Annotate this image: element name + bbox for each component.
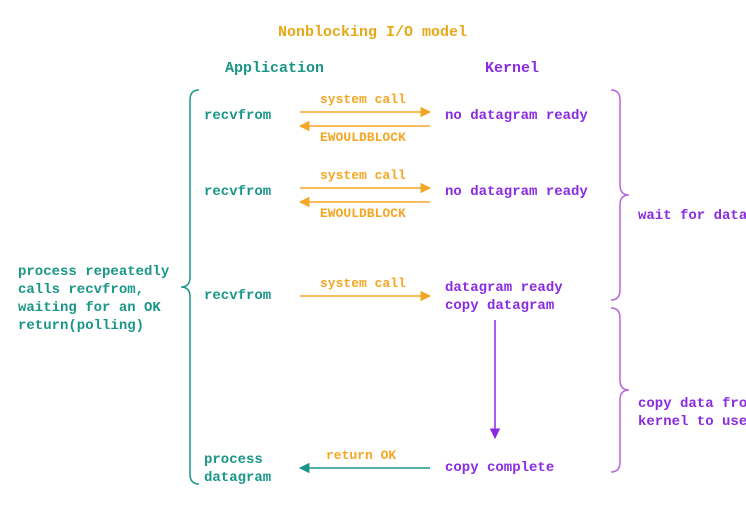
r3-copy-datagram: copy datagram bbox=[445, 298, 554, 314]
diagram-title: Nonblocking I/O model bbox=[278, 24, 467, 41]
right-note-copy-l2: kernel to user bbox=[638, 414, 746, 430]
header-application: Application bbox=[225, 60, 324, 77]
r3-datagram-ready: datagram ready bbox=[445, 280, 563, 296]
r4-label-returnok: return OK bbox=[326, 448, 396, 463]
r1-recvfrom: recvfrom bbox=[204, 108, 271, 124]
left-note-l2: calls recvfrom, bbox=[18, 282, 144, 298]
r2-label-syscall: system call bbox=[320, 168, 406, 183]
r4-datagram: datagram bbox=[204, 470, 271, 486]
r3-recvfrom: recvfrom bbox=[204, 288, 271, 304]
r2-recvfrom: recvfrom bbox=[204, 184, 271, 200]
right-brace-copy bbox=[611, 308, 629, 472]
r1-label-ewouldblock: EWOULDBLOCK bbox=[320, 130, 406, 145]
r1-label-syscall: system call bbox=[320, 92, 406, 107]
r1-no-datagram: no datagram ready bbox=[445, 108, 588, 124]
left-note-l1: process repeatedly bbox=[18, 264, 169, 280]
right-note-copy-l1: copy data from bbox=[638, 396, 746, 412]
r3-label-syscall: system call bbox=[320, 276, 406, 291]
header-kernel: Kernel bbox=[485, 60, 539, 77]
r2-no-datagram: no datagram ready bbox=[445, 184, 588, 200]
r4-process: process bbox=[204, 452, 263, 468]
left-note-l4: return(polling) bbox=[18, 318, 144, 334]
r4-copy-complete: copy complete bbox=[445, 460, 554, 476]
r2-label-ewouldblock: EWOULDBLOCK bbox=[320, 206, 406, 221]
left-note-l3: waiting for an OK bbox=[18, 300, 161, 316]
left-brace bbox=[181, 90, 199, 484]
right-note-wait: wait for data bbox=[638, 208, 746, 224]
right-brace-wait bbox=[611, 90, 629, 300]
